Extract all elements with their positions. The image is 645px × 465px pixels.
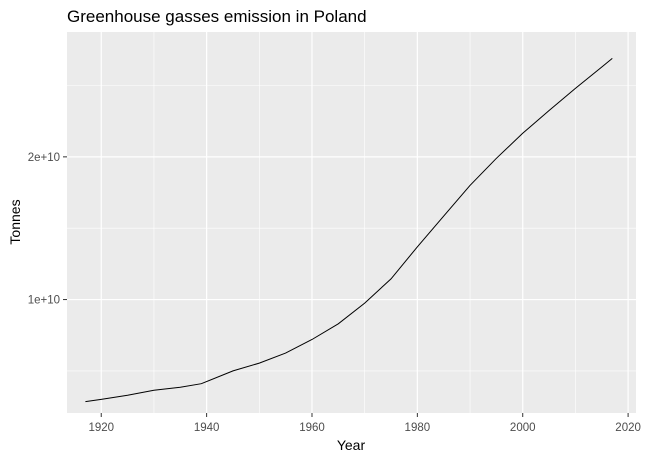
x-axis-label: Year (337, 437, 366, 453)
emission-series-line (85, 58, 613, 403)
series-group (85, 58, 613, 403)
grid-lines (67, 32, 636, 413)
y-axis-label: Tonnes (7, 199, 23, 244)
y-tick-label: 2e+10 (28, 152, 60, 164)
x-tick-label: 2020 (615, 422, 641, 434)
chart-title: Greenhouse gasses emission in Poland (67, 7, 367, 26)
axes: 1920 1940 1960 1980 2000 2020 1e+10 2e+10 (28, 152, 641, 434)
x-tick-label: 2000 (510, 422, 536, 434)
x-tick-label: 1940 (194, 422, 220, 434)
y-tick-label: 1e+10 (28, 295, 60, 307)
plot-panel (67, 32, 636, 413)
x-tick-label: 1960 (299, 422, 325, 434)
x-tick-label: 1980 (405, 422, 431, 434)
x-tick-label: 1920 (88, 422, 114, 434)
